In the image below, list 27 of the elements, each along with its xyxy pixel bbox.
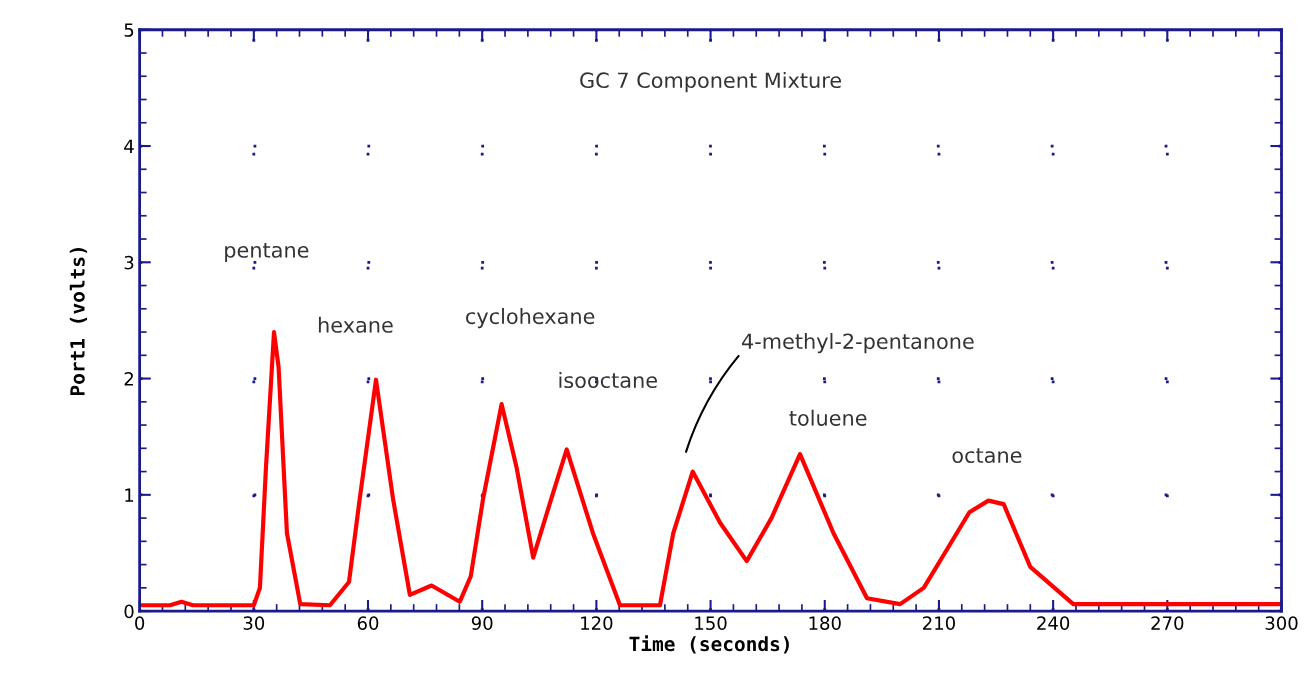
annotation: pentane <box>225 242 309 262</box>
annotation: isooctane <box>559 371 657 389</box>
y-axis-title: Port1 (volts) <box>69 247 88 395</box>
x-tick-label: 90 <box>471 616 493 630</box>
x-tick-label: 180 <box>809 616 841 630</box>
annotation: cyclohexane <box>466 308 595 329</box>
x-tick-label: 60 <box>357 616 379 630</box>
annotation: octane <box>952 448 1022 464</box>
x-axis-title: Time (seconds) <box>629 635 789 654</box>
x-tick-label: 270 <box>1151 616 1184 630</box>
x-tick-label: 300 <box>1265 616 1298 630</box>
x-tick-label: 240 <box>1037 616 1070 630</box>
y-tick-label: 2 <box>124 372 133 386</box>
x-tick-label: 120 <box>581 616 613 630</box>
y-tick-label: 0 <box>124 604 134 619</box>
text: GC 7 Component Mixture <box>580 71 842 93</box>
y-tick-label: 5 <box>124 23 134 37</box>
x-tick-label: 150 <box>695 616 727 630</box>
x-tick-label: 210 <box>923 616 955 630</box>
annotation: 4-methyl-2-pentanone <box>741 333 974 354</box>
x-tick-label: 0 <box>135 616 145 630</box>
y-tick-label: 4 <box>124 139 134 153</box>
annotation: toluene <box>789 409 867 426</box>
y-tick-label: 1 <box>125 488 134 502</box>
annotation: hexane <box>318 316 393 333</box>
x-tick-label: 30 <box>243 616 265 630</box>
y-tick-label: 3 <box>124 255 134 270</box>
